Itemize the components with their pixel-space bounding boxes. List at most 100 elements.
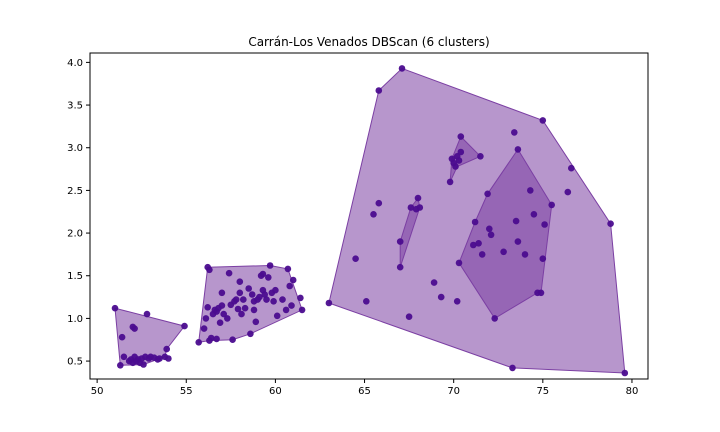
data-point xyxy=(272,286,279,294)
y-tick-label: 4.0 xyxy=(67,58,83,69)
data-point xyxy=(514,146,522,153)
data-point xyxy=(252,318,260,326)
data-point xyxy=(484,190,491,198)
data-point xyxy=(247,330,254,338)
data-point xyxy=(207,334,215,342)
data-point xyxy=(430,279,438,286)
data-point xyxy=(165,355,172,362)
data-point xyxy=(143,310,151,318)
data-point xyxy=(236,278,244,286)
data-point xyxy=(118,333,126,341)
data-point xyxy=(457,133,465,140)
data-point xyxy=(477,153,484,160)
data-point xyxy=(541,221,548,228)
data-point xyxy=(245,285,252,292)
data-point xyxy=(352,255,359,262)
y-tick-label: 0.5 xyxy=(67,357,83,368)
data-point xyxy=(452,163,459,170)
data-point xyxy=(288,302,295,309)
data-point xyxy=(259,270,267,278)
data-point xyxy=(232,296,240,303)
data-point xyxy=(163,345,170,353)
data-point xyxy=(202,315,210,322)
y-tick-label: 2.5 xyxy=(67,186,83,197)
data-point xyxy=(457,148,465,156)
data-point xyxy=(363,298,370,305)
data-point xyxy=(511,129,518,136)
data-point xyxy=(512,217,520,225)
data-point xyxy=(234,305,242,313)
data-point xyxy=(263,296,270,303)
data-point xyxy=(111,304,119,312)
y-tick-label: 3.0 xyxy=(67,143,83,154)
data-point xyxy=(514,238,522,245)
data-point xyxy=(475,240,482,247)
data-point xyxy=(286,282,294,290)
data-point xyxy=(455,157,463,164)
data-point xyxy=(370,211,377,218)
data-point xyxy=(453,298,461,305)
data-point xyxy=(396,263,404,271)
x-tick-label: 70 xyxy=(447,386,460,397)
data-point xyxy=(261,291,269,298)
data-point xyxy=(248,291,256,298)
data-point xyxy=(218,289,226,297)
data-point xyxy=(325,299,333,307)
data-point xyxy=(539,117,547,124)
data-point xyxy=(405,313,413,321)
data-point xyxy=(539,255,547,262)
data-point xyxy=(213,335,220,343)
data-point xyxy=(256,293,263,301)
data-point xyxy=(471,218,479,226)
data-point xyxy=(521,251,529,258)
data-point xyxy=(204,304,211,311)
data-point xyxy=(455,259,463,267)
data-point xyxy=(273,312,281,320)
data-point xyxy=(375,199,383,207)
cluster-hull-4 xyxy=(449,135,482,183)
data-point xyxy=(238,310,245,318)
data-point xyxy=(527,187,534,194)
data-point xyxy=(375,87,383,94)
x-tick-label: 60 xyxy=(269,386,282,397)
data-point xyxy=(156,355,163,362)
data-point xyxy=(607,220,614,227)
y-tick-label: 1.5 xyxy=(67,271,83,282)
x-tick-label: 75 xyxy=(536,386,549,397)
x-tick-label: 65 xyxy=(358,386,371,397)
data-point xyxy=(225,269,233,277)
data-point xyxy=(470,241,477,249)
data-point xyxy=(279,296,286,303)
data-point xyxy=(240,296,247,303)
data-point xyxy=(437,293,445,301)
y-tick-label: 2.0 xyxy=(67,229,83,240)
data-point xyxy=(486,225,493,233)
data-point xyxy=(265,274,272,281)
x-tick-label: 50 xyxy=(91,386,104,397)
data-point xyxy=(396,238,404,245)
x-tick-label: 55 xyxy=(180,386,193,397)
data-point xyxy=(414,194,422,202)
axes: 50 55 60 65 70 75 80 0.5 1.0 1.5 2.0 2.5 3.0 3.5 4.0 xyxy=(67,52,649,397)
data-point xyxy=(270,298,277,305)
data-point xyxy=(568,164,575,172)
cluster-hulls xyxy=(114,67,626,374)
data-point xyxy=(181,322,188,330)
data-point xyxy=(195,339,202,346)
y-tick-label: 3.5 xyxy=(67,101,83,112)
data-point xyxy=(530,211,538,218)
data-points xyxy=(111,65,629,377)
data-point xyxy=(282,306,290,314)
data-point xyxy=(537,289,545,297)
data-point xyxy=(509,364,516,372)
data-point xyxy=(200,325,208,332)
data-point xyxy=(407,204,415,211)
data-point xyxy=(229,336,236,344)
data-point xyxy=(206,266,213,274)
data-point xyxy=(398,65,406,72)
x-tick-label: 80 xyxy=(626,386,639,397)
data-point xyxy=(250,306,258,314)
data-point xyxy=(131,325,138,332)
data-point xyxy=(284,265,292,273)
plot-frame xyxy=(89,52,649,380)
